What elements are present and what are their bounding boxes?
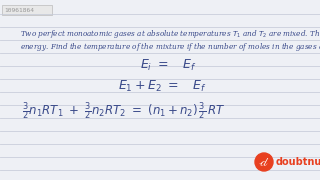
Text: 10961864: 10961864 bbox=[4, 8, 34, 13]
Circle shape bbox=[255, 153, 273, 171]
Text: $\frac{3}{2}n_1RT_1\ +\ \frac{3}{2}n_2RT_2\ =\ (n_1+n_2)\,\frac{3}{2}\,RT$: $\frac{3}{2}n_1RT_1\ +\ \frac{3}{2}n_2RT… bbox=[22, 100, 226, 122]
Text: $E_1 + E_2\ =\ \ \ E_f$: $E_1 + E_2\ =\ \ \ E_f$ bbox=[118, 79, 207, 94]
FancyBboxPatch shape bbox=[2, 5, 52, 15]
Text: Two perfect monoatomic gases at absolute temperatures $T_1$ and $T_2$ are mixed.: Two perfect monoatomic gases at absolute… bbox=[20, 28, 320, 40]
Text: $E_i\ =\ \ \ E_f$: $E_i\ =\ \ \ E_f$ bbox=[140, 58, 196, 73]
Text: energy. Find the temperature of the mixture if the number of moles in the gases : energy. Find the temperature of the mixt… bbox=[20, 41, 320, 53]
Text: $\mathscr{d}$: $\mathscr{d}$ bbox=[258, 156, 270, 168]
Text: doubtnut: doubtnut bbox=[276, 157, 320, 167]
